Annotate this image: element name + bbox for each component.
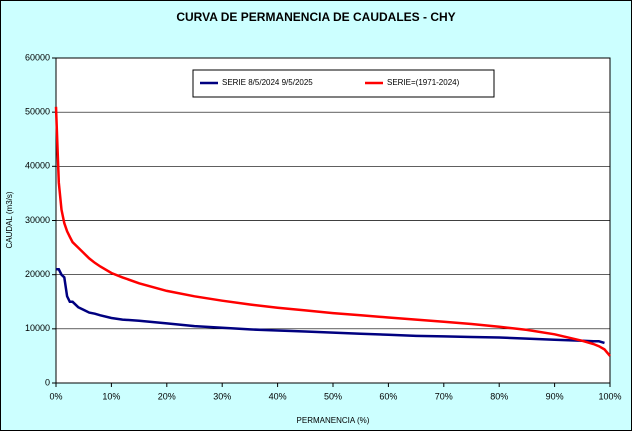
y-tick-label: 0 xyxy=(45,377,50,387)
series-line xyxy=(54,106,611,357)
x-tick-label: 20% xyxy=(158,391,176,401)
x-axis-label: PERMANENCIA (%) xyxy=(297,416,370,425)
x-tick-label: 40% xyxy=(269,391,287,401)
x-tick-label: 50% xyxy=(324,391,342,401)
y-tick-label: 30000 xyxy=(25,215,50,225)
y-tick-label: 20000 xyxy=(25,269,50,279)
chart-title: CURVA DE PERMANENCIA DE CAUDALES - CHY xyxy=(176,10,455,24)
x-tick-label: 0% xyxy=(49,391,62,401)
x-tick-label: 70% xyxy=(435,391,453,401)
y-axis-label: CAUDAL (m3/s) xyxy=(5,191,14,248)
x-tick-label: 100% xyxy=(598,391,621,401)
legend xyxy=(192,69,495,98)
legend-label: SERIE 8/5/2024 9/5/2025 xyxy=(222,78,313,87)
series-line xyxy=(56,268,605,345)
x-tick-label: 60% xyxy=(379,391,397,401)
x-tick-label: 10% xyxy=(102,391,120,401)
x-tick-label: 90% xyxy=(546,391,564,401)
x-tick-label: 80% xyxy=(490,391,508,401)
y-tick-label: 60000 xyxy=(25,52,50,62)
x-tick-label: 30% xyxy=(213,391,231,401)
legend-label: SERIE=(1971-2024) xyxy=(387,78,460,87)
y-tick-label: 40000 xyxy=(25,161,50,171)
y-tick-label: 10000 xyxy=(25,323,50,333)
y-tick-label: 50000 xyxy=(25,107,50,117)
